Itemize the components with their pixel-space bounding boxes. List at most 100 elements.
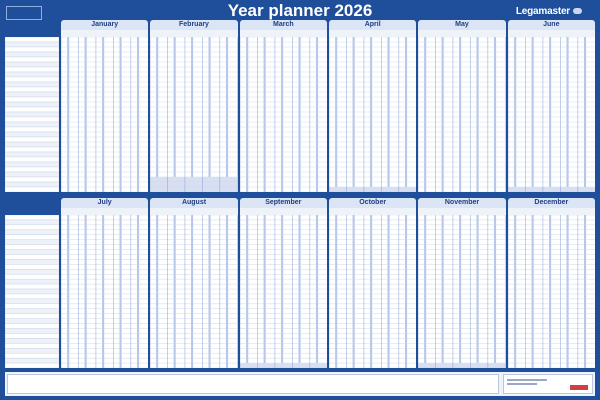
row-label-cell bbox=[5, 283, 59, 290]
row-label-cell bbox=[5, 298, 59, 305]
weekend-column bbox=[566, 215, 569, 368]
weekend-column bbox=[315, 215, 318, 368]
week-number-row bbox=[507, 208, 595, 215]
weekend-column bbox=[352, 37, 355, 192]
weekend-column bbox=[208, 37, 211, 192]
row-label-cell bbox=[5, 126, 59, 133]
row-label-cell bbox=[5, 171, 59, 178]
month-grid-july[interactable] bbox=[61, 215, 149, 368]
row-label-cell bbox=[5, 303, 59, 309]
week-number-row bbox=[61, 208, 149, 215]
row-label-cell bbox=[5, 81, 59, 88]
weekend-column bbox=[263, 215, 266, 368]
weekend-column bbox=[67, 37, 70, 192]
month-grid-november[interactable] bbox=[418, 215, 506, 368]
month-grid-february[interactable] bbox=[150, 37, 238, 192]
row-label-cell bbox=[5, 288, 59, 295]
row-label-cell bbox=[5, 259, 59, 265]
week-number-row bbox=[418, 208, 506, 215]
row-label-cell bbox=[5, 136, 59, 143]
week-number-row bbox=[329, 30, 417, 37]
weekend-column bbox=[424, 215, 427, 368]
row-label-cell bbox=[5, 249, 59, 255]
unused-day-cell bbox=[507, 187, 595, 192]
month-header-september: September bbox=[239, 198, 327, 208]
month-grid-september[interactable] bbox=[239, 215, 327, 368]
week-number-row bbox=[150, 30, 238, 37]
unused-day-cell bbox=[150, 187, 238, 192]
weekend-column bbox=[173, 37, 177, 192]
weekend-column bbox=[263, 37, 266, 192]
weekend-column bbox=[119, 215, 122, 368]
weekend-column bbox=[531, 215, 534, 368]
month-header-november: November bbox=[418, 198, 506, 208]
row-label-cell bbox=[5, 357, 59, 364]
week-number-row bbox=[61, 30, 149, 37]
month-header-december: December bbox=[507, 198, 595, 208]
row-label-cell bbox=[5, 328, 59, 334]
row-label-cell bbox=[5, 71, 59, 78]
row-label-cell bbox=[5, 323, 59, 329]
weekend-column bbox=[441, 215, 445, 368]
row-label-cell bbox=[5, 186, 59, 192]
row-label-cell bbox=[5, 254, 59, 260]
page-title: Year planner 2026 bbox=[227, 1, 373, 20]
row-label-cell bbox=[5, 166, 59, 173]
month-grid-june[interactable] bbox=[507, 37, 595, 192]
row-label-cell bbox=[5, 76, 59, 83]
row-label-cell bbox=[5, 146, 59, 153]
month-grid-december[interactable] bbox=[507, 215, 595, 368]
weekend-column bbox=[208, 215, 211, 368]
month-header-february: February bbox=[150, 20, 238, 30]
month-grid-august[interactable] bbox=[150, 215, 238, 368]
row-label-cell bbox=[5, 121, 59, 128]
row-label-cell bbox=[5, 116, 59, 123]
row-label-cell bbox=[5, 51, 59, 58]
weekend-column bbox=[102, 37, 105, 192]
unused-day-cell bbox=[150, 182, 238, 187]
row-label-cell bbox=[5, 131, 59, 138]
weekend-column bbox=[370, 215, 373, 368]
row-label-column bbox=[5, 215, 59, 368]
row-label-cell bbox=[5, 41, 59, 48]
row-label-cell bbox=[5, 313, 59, 319]
weekend-column bbox=[441, 37, 445, 192]
weekend-column bbox=[335, 37, 338, 192]
weekend-column bbox=[548, 37, 551, 192]
barcode-label-icon bbox=[570, 385, 588, 390]
month-header-june: June bbox=[507, 20, 595, 30]
row-label-cell bbox=[5, 56, 59, 63]
month-grid-march[interactable] bbox=[239, 37, 327, 192]
row-label-cell bbox=[5, 215, 59, 221]
row-label-cell bbox=[5, 278, 59, 285]
week-number-row bbox=[329, 208, 417, 215]
row-label-cell bbox=[5, 176, 59, 183]
weekend-column bbox=[245, 37, 248, 192]
row-label-cell bbox=[5, 156, 59, 163]
month-header-january: January bbox=[61, 20, 149, 30]
brand-name: Legamaster bbox=[515, 6, 570, 17]
row-label-cell bbox=[5, 229, 59, 235]
month-grid-january[interactable] bbox=[61, 37, 149, 192]
month-grid-october[interactable] bbox=[329, 215, 417, 368]
row-label-cell bbox=[5, 308, 59, 314]
weekend-column bbox=[404, 37, 408, 192]
row-label-cell bbox=[5, 219, 59, 226]
month-header-may: May bbox=[418, 20, 506, 30]
info-line bbox=[507, 379, 547, 381]
weekend-column bbox=[245, 215, 248, 368]
row-label-cell bbox=[5, 269, 59, 275]
month-grid-may[interactable] bbox=[418, 37, 506, 192]
row-label-cell bbox=[5, 244, 59, 250]
row-label-cell bbox=[5, 46, 59, 53]
weekend-column bbox=[191, 37, 194, 192]
row-label-column bbox=[5, 37, 59, 192]
weekend-column bbox=[156, 37, 159, 192]
weekend-column bbox=[191, 215, 194, 368]
row-label-cell bbox=[5, 66, 59, 73]
weekend-column bbox=[298, 37, 301, 192]
legamaster-mark-icon bbox=[573, 8, 582, 14]
notes-area[interactable] bbox=[7, 374, 499, 394]
month-grid-april[interactable] bbox=[329, 37, 417, 192]
